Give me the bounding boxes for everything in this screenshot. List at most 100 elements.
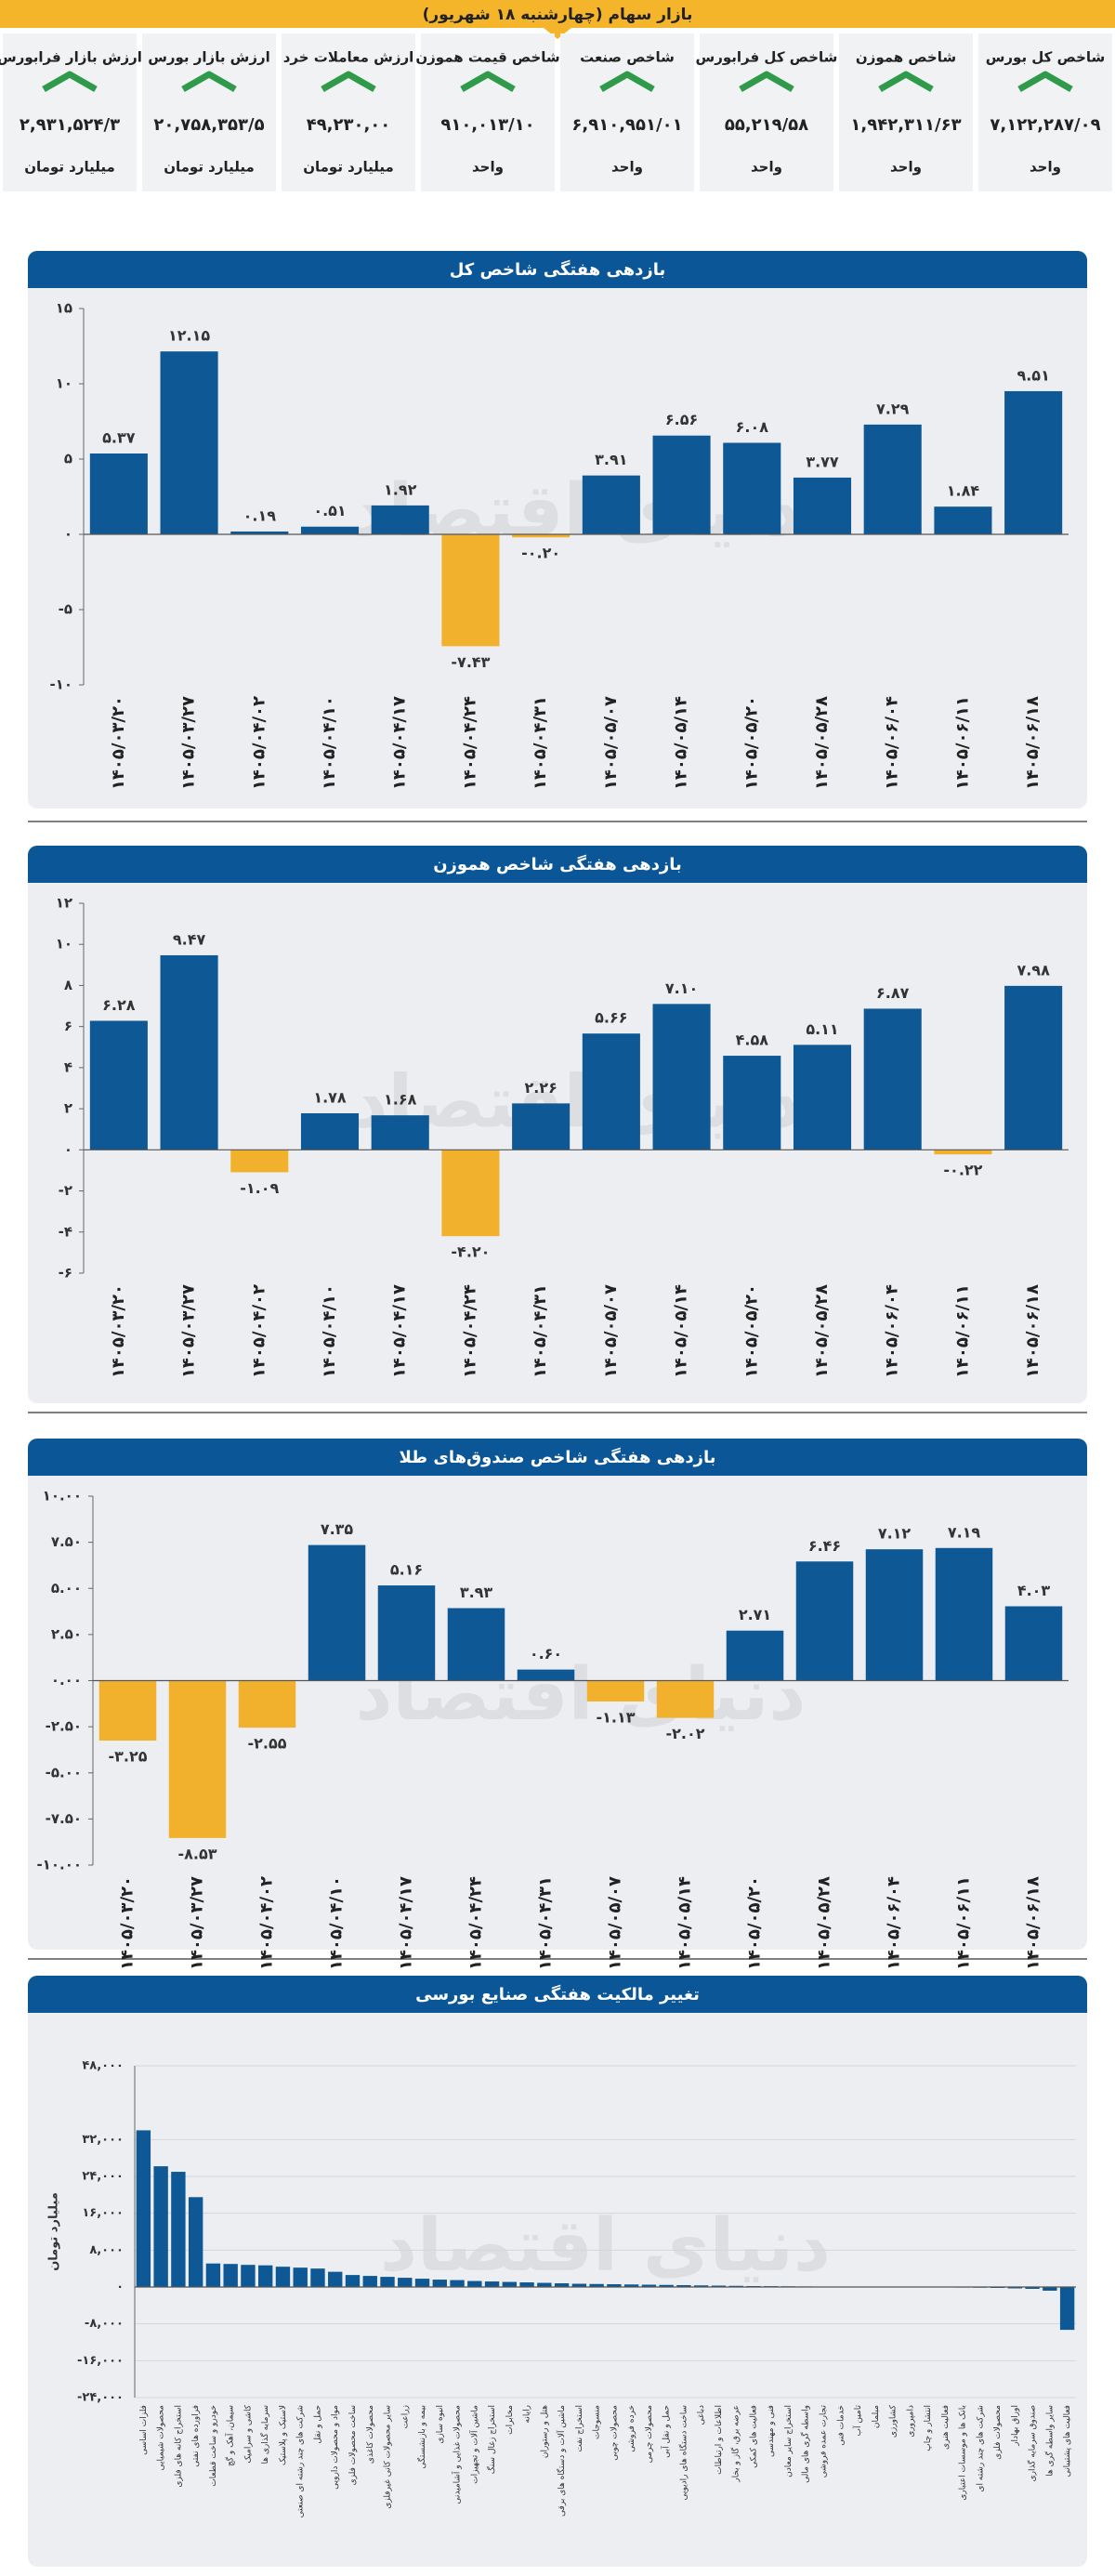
y-tick-label: -۱۰.۰۰ [36,1857,82,1873]
chart-title: تغییر مالکیت هفتگی صنایع بورسی [415,1984,700,2004]
bar [441,534,500,647]
bar [554,2283,570,2287]
value-label: -۴.۲۰ [451,1243,490,1261]
y-tick-label: -۵.۰۰ [46,1764,82,1781]
x-tick-label: ماشین آلات و دستگاه های برقی [556,2405,567,2517]
y-tick-label: -۲۴,۰۰۰ [77,2391,124,2405]
bar [793,477,852,534]
bar [1059,2287,1075,2331]
x-tick-label: محصولات غذایی و آشامیدنی [452,2405,463,2504]
bar [512,1103,571,1150]
x-tick-label: ۱۴۰۵/۰۵/۲۰ [741,696,761,790]
card-title: شاخص صنعت [580,49,675,66]
x-tick-label: ۱۴۰۵/۰۴/۱۷ [390,1284,410,1378]
x-tick-label: تامین آب [852,2405,863,2437]
bar [362,2276,377,2287]
x-tick-label: فعالیت هنری [941,2405,951,2450]
bar [582,1033,640,1150]
y-tick-label: ۳۲,۰۰۰ [82,2133,124,2147]
x-tick-label: اوراق بهادار [1011,2405,1020,2447]
y-axis-label: میلیارد تومان [47,2192,61,2271]
x-tick-label: واسطه گری های مالی [800,2405,811,2483]
value-label: ۰.۶۰ [530,1645,562,1663]
panel [28,1976,1087,2567]
bar [586,1680,645,1702]
y-tick-label: ۱۰ [56,936,72,953]
x-tick-label: ساخت دستگاه های رادیویی [677,2405,689,2501]
x-tick-label: صندوق سرمایه گذاری [1027,2405,1038,2481]
y-tick-label: ۱۶,۰۰۰ [82,2206,124,2220]
value-label: ۲.۷۱ [739,1606,771,1623]
x-tick-label: عرضه برق، گاز و بخار [730,2405,741,2483]
bar [328,2271,343,2287]
x-tick-label: ۱۴۰۵/۰۶/۰۴ [883,1284,902,1378]
x-tick-label: ۱۴۰۵/۰۴/۰۲ [249,696,269,790]
card-chevron [739,71,794,93]
y-tick-label: ۰ [64,1141,72,1158]
bar [432,2280,447,2287]
card-chevron [42,71,98,93]
value-label: -۰.۲۰ [521,545,560,562]
card-value: ۹۱۰,۰۱۳/۱۰ [440,115,534,135]
card-chevron [878,71,934,93]
x-tick-label: محصولات فلزی [993,2405,1003,2460]
bar [659,2284,674,2287]
x-tick-label: ۱۴۰۵/۰۵/۱۴ [672,1284,691,1378]
value-label: ۴.۰۳ [1017,1582,1051,1599]
x-tick-label: ۱۴۰۵/۰۴/۲۴ [460,1284,479,1378]
y-tick-label: ۸,۰۰۰ [89,2243,124,2257]
bar [89,453,148,534]
bar [793,1045,852,1150]
header-bar [0,0,1115,28]
x-tick-label: تجارت عمده فروشی [819,2405,828,2478]
y-tick-label: ۷.۵۰ [51,1533,82,1550]
x-tick-label: فعالیت های پشتیبانی [1063,2405,1072,2477]
x-tick-label: خرده فروشی [627,2405,636,2452]
x-tick-label: حمل و نقل [313,2405,322,2444]
x-tick-label: ۱۴۰۵/۰۶/۱۱ [952,1284,972,1378]
x-tick-label: ۱۴۰۵/۰۳/۲۷ [179,1284,199,1378]
value-label: ۹.۵۱ [1017,366,1049,384]
x-tick-label: ۱۴۰۵/۰۵/۱۴ [672,696,691,790]
value-label: ۱.۶۸ [384,1091,417,1109]
bar [467,2280,482,2287]
bar [607,2284,622,2287]
bar [89,1020,148,1150]
y-tick-label: ۰.۰۰ [51,1672,82,1689]
chart-title: بازدهی هفتگی شاخص کل [450,259,666,280]
x-tick-label: ۱۴۰۵/۰۴/۱۰ [327,1876,347,1970]
card-title: شاخص کل بورس [986,49,1106,66]
bar [188,2197,203,2287]
x-tick-label: ۱۴۰۵/۰۴/۱۷ [390,696,410,790]
bar [726,1630,784,1681]
x-tick-label: ۱۴۰۵/۰۴/۲۴ [466,1876,486,1970]
card-value: ۴۹,۲۳۰,۰۰ [307,115,391,135]
x-tick-label: ۱۴۰۵/۰۴/۳۱ [531,696,550,790]
bar [1004,390,1063,534]
x-tick-label: ۱۴۰۵/۰۶/۱۸ [1023,696,1043,790]
card [700,33,833,191]
bar [517,1669,575,1681]
x-tick-label: فلزات اساسی [139,2405,149,2455]
value-label: -۲.۰۲ [665,1725,704,1742]
value-label: ۷.۱۰ [665,979,698,997]
bar [447,1608,505,1681]
bar [258,2265,273,2287]
card-chevron [321,71,376,93]
x-tick-label: مبلمان [872,2405,881,2428]
x-tick-label: ۱۴۰۵/۰۴/۲۴ [460,696,479,790]
bar [935,1547,993,1681]
value-label: ۰.۵۱ [313,502,346,519]
y-tick-label: -۷.۵۰ [46,1810,82,1827]
x-tick-label: ۱۴۰۵/۰۵/۰۷ [601,1284,621,1378]
y-tick-label: ۱۲ [56,895,72,912]
card [421,33,555,191]
y-tick-label: ۲۴,۰۰۰ [82,2170,124,2184]
chart-title: بازدهی هفتگی شاخص صندوق‌های طلا [399,1447,715,1467]
header-notch [544,28,571,39]
bar [171,2172,186,2287]
value-label: ۶.۸۷ [876,984,910,1002]
bar [230,1150,289,1173]
x-tick-label: ۱۴۰۵/۰۵/۲۰ [745,1876,765,1970]
x-tick-label: استخراج نفت [575,2405,584,2452]
